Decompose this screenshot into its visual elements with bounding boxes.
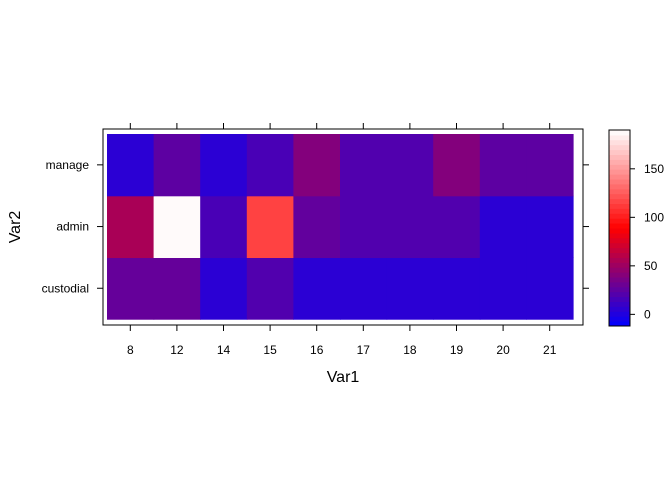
colorbar-segment — [609, 316, 630, 322]
heatmap-cell — [526, 257, 574, 320]
colorbar-segment — [609, 134, 630, 141]
colorbar-segment — [609, 154, 630, 160]
heatmap-cell — [340, 257, 388, 320]
colorbar-segment — [609, 311, 630, 317]
colorbar-segment — [609, 218, 630, 224]
colorbar-segment — [609, 174, 630, 180]
heatmap-cell — [526, 195, 574, 258]
colorbar-segment — [609, 179, 630, 185]
colorbar — [608, 129, 635, 327]
heatmap-cell — [246, 257, 294, 320]
x-tick-label: 8 — [127, 343, 134, 357]
x-tick-label: 17 — [357, 343, 371, 357]
colorbar-segment — [609, 208, 630, 214]
colorbar-segment — [609, 237, 630, 244]
x-tick-labels: 8 12 14 15 16 17 18 19 20 21 — [127, 343, 557, 357]
colorbar-tick-label: 100 — [644, 210, 664, 224]
heatmap-cell — [433, 134, 481, 197]
x-tick-label: 18 — [403, 343, 417, 357]
colorbar-segment — [609, 247, 630, 253]
y-tick-label: admin — [56, 220, 89, 234]
colorbar-tick-label: 50 — [644, 259, 658, 273]
x-tick-label: 12 — [170, 343, 184, 357]
colorbar-segment — [609, 277, 630, 283]
heatmap-cell — [107, 134, 155, 197]
colorbar-tick-label: 0 — [644, 307, 651, 321]
colorbar-segment — [609, 223, 630, 229]
heatmap-cell — [246, 134, 294, 197]
colorbar-segment — [609, 130, 630, 136]
x-tick-label: 15 — [263, 343, 277, 357]
x-tick-label: 16 — [310, 343, 324, 357]
heatmap-cell — [153, 195, 201, 258]
heatmap-cell — [433, 195, 481, 258]
colorbar-segment — [609, 257, 630, 263]
heatmap-cell — [293, 195, 341, 258]
colorbar-segment — [609, 139, 630, 146]
colorbar-frame — [608, 129, 631, 327]
x-tick-label: 14 — [217, 343, 231, 357]
heatmap-cell — [200, 195, 248, 258]
heatmap-cell — [340, 195, 388, 258]
colorbar-segment — [609, 228, 630, 234]
heatmap-cell — [200, 134, 248, 197]
colorbar-segment — [609, 301, 630, 307]
colorbar-segment — [609, 213, 630, 219]
colorbar-segment — [609, 169, 630, 175]
heatmap-cell — [107, 257, 155, 320]
x-tick-label: 21 — [543, 343, 557, 357]
colorbar-segment — [609, 296, 630, 302]
colorbar-segment — [609, 188, 630, 195]
colorbar-segment — [609, 144, 630, 151]
heatmap-cell — [340, 134, 388, 197]
colorbar-segment — [609, 198, 630, 204]
y-axis-title: Var2 — [7, 211, 24, 244]
heatmap-cell — [479, 195, 527, 258]
colorbar-segment — [609, 164, 630, 170]
heatmap-cells — [107, 134, 574, 320]
colorbar-segment — [609, 291, 630, 298]
heatmap-cell — [386, 257, 434, 320]
colorbar-tick-labels: 0 50 100 150 — [644, 162, 664, 322]
colorbar-segment — [609, 321, 630, 327]
colorbar-segment — [609, 159, 630, 165]
colorbar-segment — [609, 306, 630, 312]
colorbar-segment — [609, 286, 630, 293]
heatmap-cell — [479, 134, 527, 197]
x-tick-label: 20 — [496, 343, 510, 357]
heatmap-cell — [433, 257, 481, 320]
colorbar-segment — [609, 262, 630, 268]
heatmap-cell — [526, 134, 574, 197]
colorbar-segment — [609, 252, 630, 258]
heatmap-cell — [107, 195, 155, 258]
heatmap-cell — [200, 257, 248, 320]
colorbar-segment — [609, 183, 630, 190]
heatmap-cell — [386, 134, 434, 197]
colorbar-segment — [609, 149, 630, 155]
x-tick-label: 19 — [450, 343, 464, 357]
colorbar-segment — [609, 242, 630, 249]
colorbar-segment — [609, 267, 630, 273]
heatmap-cell — [153, 134, 201, 197]
y-tick-label: manage — [46, 158, 90, 172]
heatmap-cell — [386, 195, 434, 258]
colorbar-segment — [609, 272, 630, 278]
colorbar-segment — [609, 193, 630, 200]
y-tick-label: custodial — [42, 281, 89, 295]
heatmap-cell — [293, 257, 341, 320]
axis-ticks — [97, 123, 589, 331]
colorbar-segment — [609, 232, 630, 239]
colorbar-segment — [609, 281, 630, 288]
y-tick-labels: custodial admin manage — [42, 158, 90, 295]
heatmap-cell — [246, 195, 294, 258]
heatmap-cell — [153, 257, 201, 320]
x-axis-title: Var1 — [327, 369, 360, 386]
colorbar-tick-label: 150 — [644, 162, 664, 176]
colorbar-segment — [609, 203, 630, 209]
heatmap-cell — [479, 257, 527, 320]
heatmap-cell — [293, 134, 341, 197]
